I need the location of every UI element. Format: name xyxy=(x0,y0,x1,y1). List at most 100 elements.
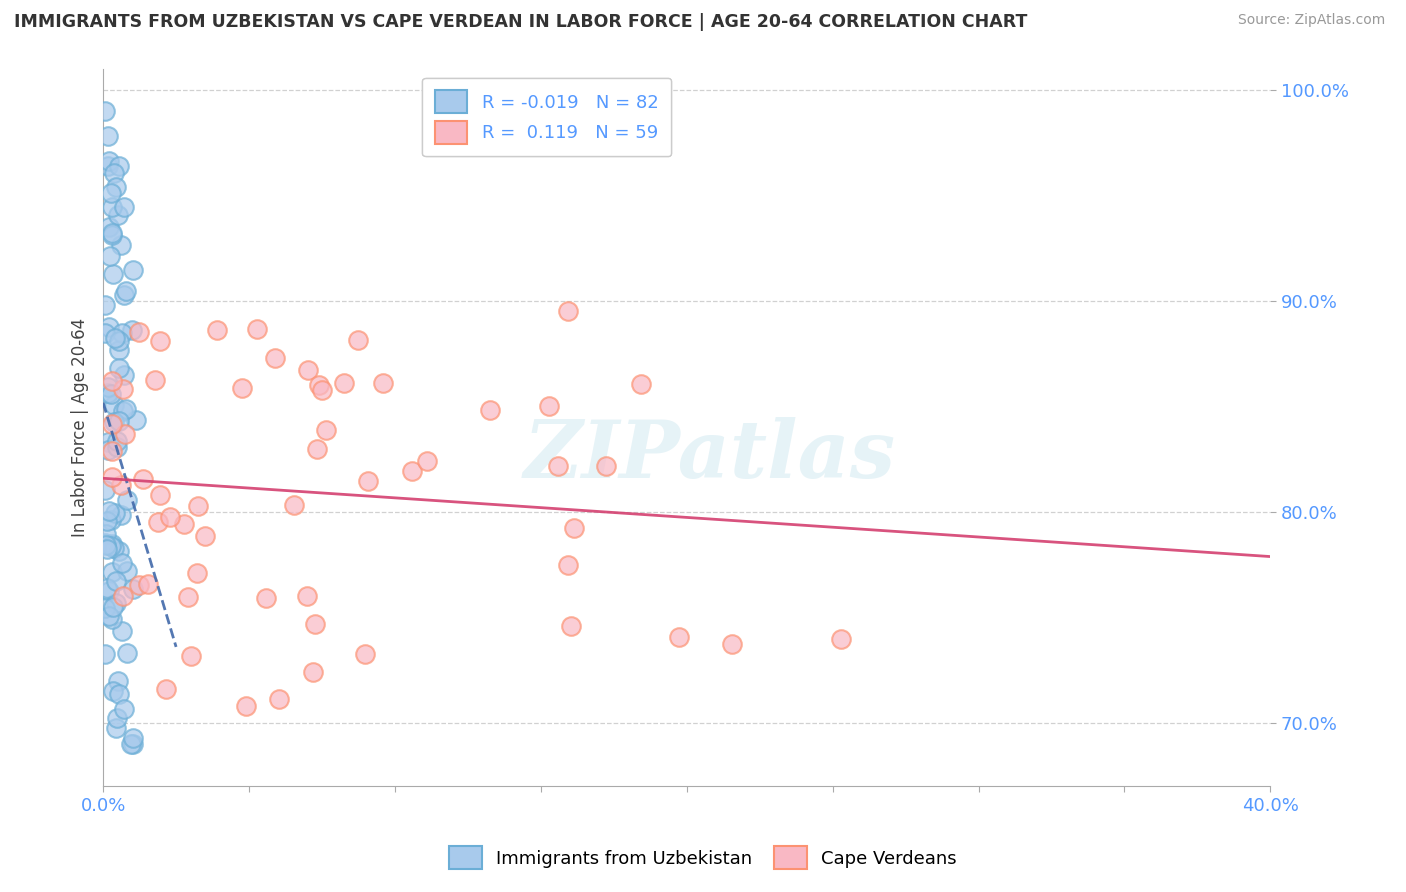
Point xyxy=(159,509,181,524)
Point xyxy=(122,263,145,277)
Point xyxy=(110,237,132,252)
Point xyxy=(149,488,172,502)
Point xyxy=(110,508,132,522)
Point xyxy=(177,590,200,604)
Text: IMMIGRANTS FROM UZBEKISTAN VS CAPE VERDEAN IN LABOR FORCE | AGE 20-64 CORRELATIO: IMMIGRANTS FROM UZBEKISTAN VS CAPE VERDE… xyxy=(14,13,1028,31)
Point xyxy=(101,226,124,240)
Point xyxy=(108,414,131,428)
Point xyxy=(97,386,120,401)
Point xyxy=(105,711,128,725)
Point xyxy=(307,442,329,457)
Point xyxy=(415,454,437,468)
Point xyxy=(103,398,125,412)
Point xyxy=(108,361,131,376)
Point xyxy=(115,493,138,508)
Point xyxy=(105,597,128,611)
Point xyxy=(283,498,305,512)
Point xyxy=(108,159,131,173)
Point xyxy=(557,558,579,572)
Point xyxy=(103,541,125,556)
Point xyxy=(125,413,148,427)
Point xyxy=(101,600,124,615)
Point xyxy=(101,417,124,431)
Legend: R = -0.019   N = 82, R =  0.119   N = 59: R = -0.019 N = 82, R = 0.119 N = 59 xyxy=(422,78,671,156)
Point xyxy=(94,601,117,615)
Point xyxy=(101,470,124,484)
Point xyxy=(308,378,330,392)
Point xyxy=(231,381,253,395)
Point xyxy=(111,326,134,341)
Point xyxy=(114,426,136,441)
Point xyxy=(120,737,142,751)
Point xyxy=(630,376,652,391)
Point xyxy=(302,665,325,679)
Point xyxy=(557,304,579,318)
Point xyxy=(103,166,125,180)
Point xyxy=(560,619,582,633)
Text: Source: ZipAtlas.com: Source: ZipAtlas.com xyxy=(1237,13,1385,28)
Point xyxy=(94,326,117,340)
Point xyxy=(110,477,132,491)
Point xyxy=(98,319,121,334)
Point xyxy=(537,399,560,413)
Point xyxy=(354,647,377,661)
Point xyxy=(97,159,120,173)
Point xyxy=(246,322,269,336)
Point xyxy=(112,702,135,716)
Point xyxy=(100,513,122,527)
Point xyxy=(128,326,150,340)
Point xyxy=(114,401,136,416)
Point xyxy=(107,674,129,689)
Point xyxy=(111,556,134,570)
Point xyxy=(96,538,118,552)
Point xyxy=(547,459,569,474)
Point xyxy=(115,564,138,578)
Point xyxy=(173,516,195,531)
Point xyxy=(297,363,319,377)
Point xyxy=(267,692,290,706)
Point xyxy=(100,539,122,553)
Point xyxy=(93,647,115,661)
Point xyxy=(107,687,129,701)
Point xyxy=(263,351,285,365)
Point xyxy=(98,584,121,599)
Point xyxy=(112,589,135,603)
Legend: Immigrants from Uzbekistan, Cape Verdeans: Immigrants from Uzbekistan, Cape Verdean… xyxy=(440,838,966,879)
Point xyxy=(373,376,395,390)
Point xyxy=(143,373,166,387)
Point xyxy=(194,528,217,542)
Point xyxy=(103,684,125,698)
Point xyxy=(112,368,135,382)
Point xyxy=(295,590,318,604)
Point xyxy=(311,384,333,398)
Point xyxy=(101,443,124,458)
Point xyxy=(478,403,501,417)
Point xyxy=(720,637,742,651)
Point xyxy=(97,154,120,169)
Point xyxy=(136,577,159,591)
Point xyxy=(187,500,209,514)
Point xyxy=(104,179,127,194)
Point xyxy=(96,514,118,528)
Point xyxy=(105,434,128,449)
Point xyxy=(132,472,155,486)
Point xyxy=(315,423,337,437)
Point xyxy=(101,612,124,626)
Point xyxy=(112,288,135,302)
Point xyxy=(101,536,124,550)
Point xyxy=(97,434,120,449)
Point xyxy=(668,630,690,644)
Point xyxy=(595,458,617,473)
Point xyxy=(107,343,129,357)
Point xyxy=(401,464,423,478)
Point xyxy=(148,516,170,530)
Point xyxy=(562,521,585,535)
Point xyxy=(115,284,138,298)
Point xyxy=(98,249,121,263)
Point xyxy=(98,219,121,234)
Point xyxy=(104,574,127,589)
Point xyxy=(121,737,143,751)
Point xyxy=(105,440,128,454)
Point xyxy=(149,334,172,348)
Point xyxy=(93,103,115,118)
